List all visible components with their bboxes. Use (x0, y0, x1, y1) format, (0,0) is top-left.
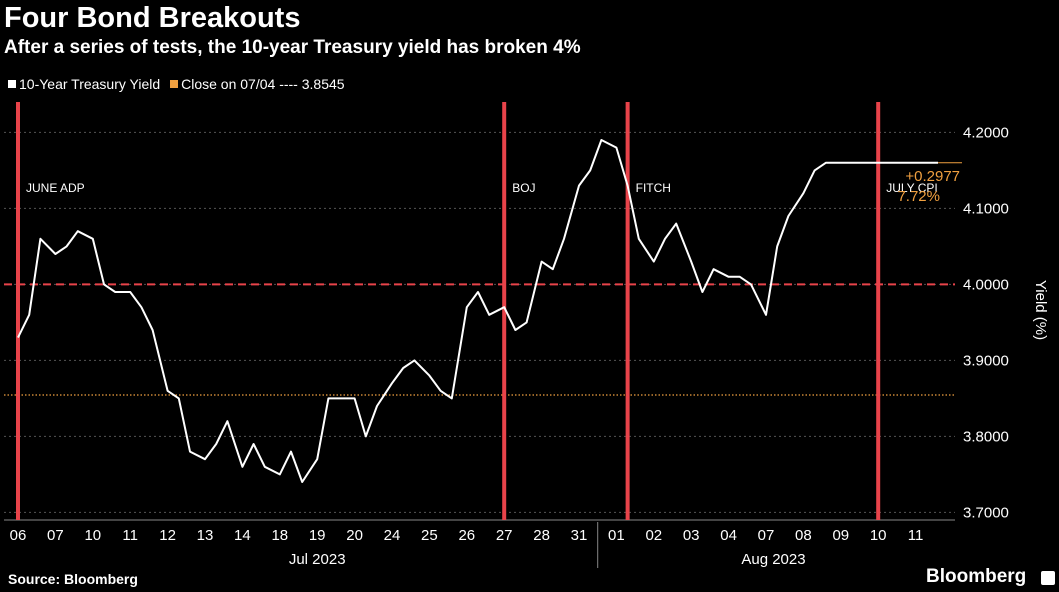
chart-title: Four Bond Breakouts (4, 2, 301, 34)
bloomberg-icon (1041, 571, 1055, 585)
close-swatch-icon (170, 80, 179, 88)
x-tick-label: 18 (271, 527, 288, 544)
chart-subtitle: After a series of tests, the 10-year Tre… (4, 37, 581, 58)
x-tick-label: 14 (234, 527, 251, 544)
event-label: JUNE ADP (26, 181, 85, 195)
x-tick-label: 07 (47, 527, 64, 544)
y-tick-label: 4.1000 (963, 200, 1009, 217)
x-tick-label: 09 (832, 527, 849, 544)
x-tick-label: 02 (645, 527, 662, 544)
x-tick-label: 26 (458, 527, 475, 544)
x-tick-label: 10 (870, 527, 887, 544)
y-axis-label: Yield (%) (1032, 280, 1049, 340)
x-tick-label: 03 (683, 527, 700, 544)
legend-series-label: 10-Year Treasury Yield (19, 76, 161, 92)
legend-close-label: Close on 07/04 ---- 3.8545 (181, 76, 345, 92)
x-month-label: Jul 2023 (289, 551, 346, 568)
y-tick-label: 4.2000 (963, 124, 1009, 141)
y-tick-label: 3.7000 (963, 504, 1009, 521)
x-month-label: Aug 2023 (741, 551, 805, 568)
x-tick-label: 25 (421, 527, 438, 544)
x-tick-label: 11 (122, 527, 138, 544)
x-tick-label: 11 (908, 527, 924, 544)
y-tick-label: 3.9000 (963, 352, 1009, 369)
x-tick-label: 12 (159, 527, 176, 544)
brand-logo: Bloomberg (926, 566, 1027, 587)
source-note: Source: Bloomberg (8, 571, 138, 587)
series-line (17, 139, 938, 483)
x-tick-label: 19 (309, 527, 326, 544)
legend-item-close[interactable]: Close on 07/04 ---- 3.8545 (170, 76, 345, 92)
y-tick-label: 3.8000 (963, 428, 1009, 445)
x-tick-label: 01 (608, 527, 625, 544)
x-tick-label: 08 (795, 527, 812, 544)
x-tick-label: 10 (84, 527, 101, 544)
legend-item-series[interactable]: 10-Year Treasury Yield (8, 76, 160, 92)
x-tick-label: 06 (10, 527, 27, 544)
event-label: JULY CPI (886, 181, 938, 195)
x-tick-label: 24 (384, 527, 401, 544)
event-label: FITCH (636, 181, 671, 195)
x-tick-label: 07 (758, 527, 775, 544)
event-label: BOJ (512, 181, 535, 195)
x-tick-label: 28 (533, 527, 550, 544)
x-tick-label: 31 (571, 527, 588, 544)
change-pct-label: 7.72% (897, 188, 940, 205)
x-tick-label: 27 (496, 527, 513, 544)
y-tick-label: 4.0000 (963, 276, 1009, 293)
legend: 10-Year Treasury Yield Close on 07/04 --… (8, 76, 355, 92)
series-swatch-icon (8, 80, 16, 88)
x-tick-label: 13 (197, 527, 214, 544)
change-abs-label: +0.2977 (905, 168, 960, 185)
x-tick-label: 04 (720, 527, 737, 544)
x-tick-label: 20 (346, 527, 363, 544)
